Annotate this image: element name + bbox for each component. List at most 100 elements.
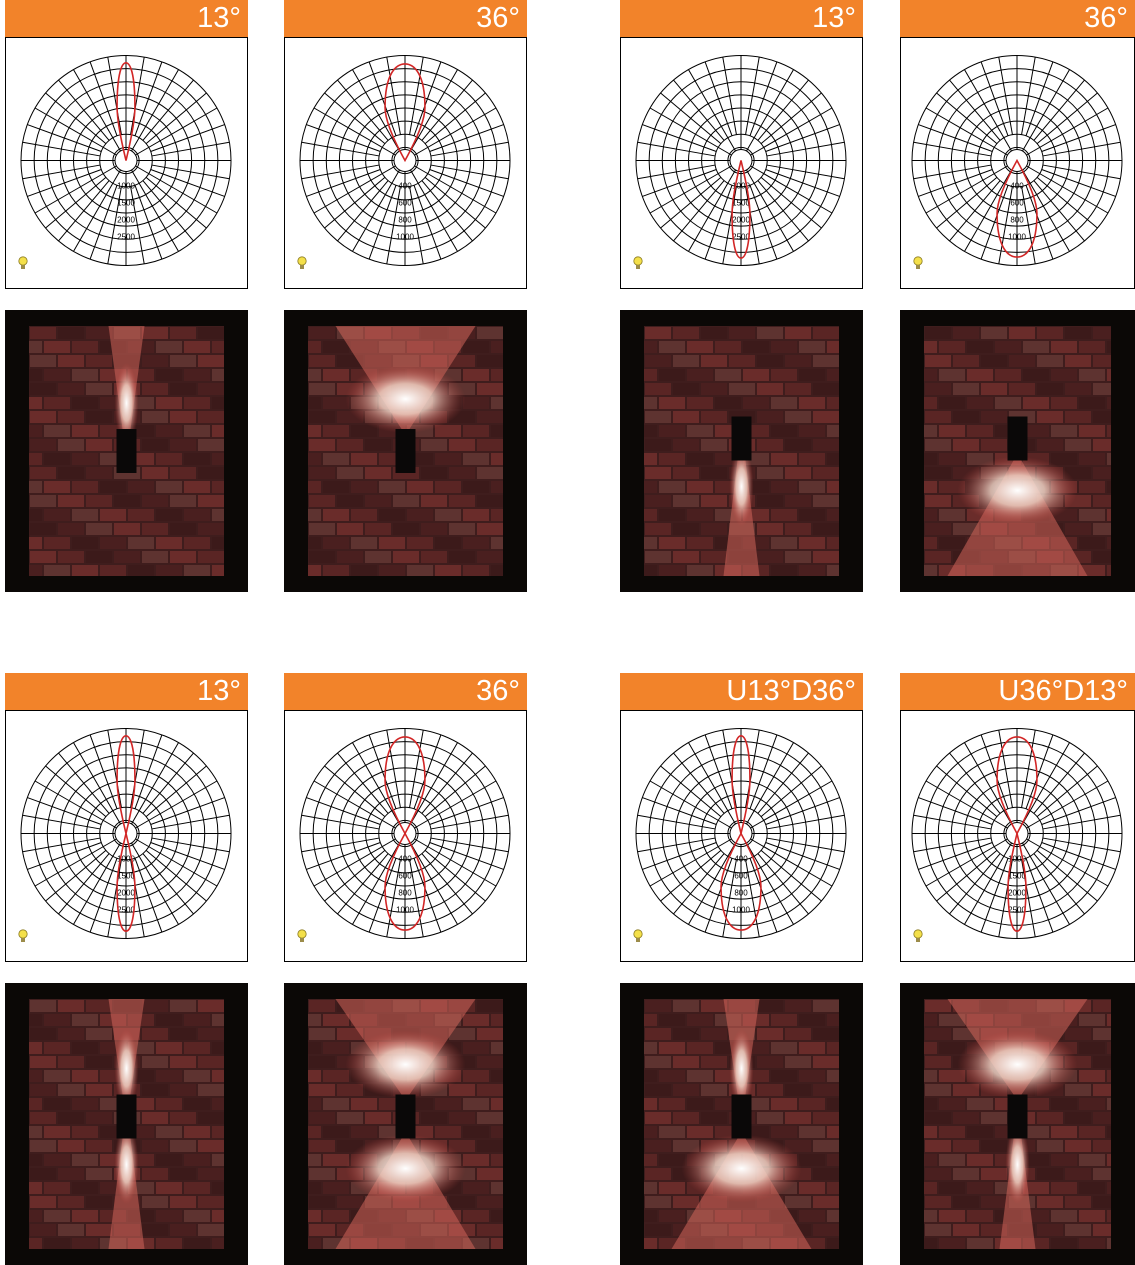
polar-tick-label: 1000 (1008, 233, 1026, 242)
polar-tick-label: 800 (398, 889, 412, 898)
upward-intensity-curve (116, 62, 136, 161)
light-bulb-icon (297, 929, 307, 942)
polar-diagram: 400 600 800 1000 (297, 55, 511, 269)
polar-tick-label: 400 (1010, 182, 1024, 191)
wall-luminaire (731, 1094, 752, 1139)
polar-tick-label: 800 (1010, 216, 1024, 225)
wall-luminaire (395, 429, 416, 473)
light-bulb-icon (18, 256, 28, 269)
polar-box: 1000 1500 2000 2500 (5, 710, 248, 962)
downward-intensity-curve (116, 833, 136, 932)
downward-intensity-curve (996, 158, 1038, 258)
polar-tick-label: 400 (398, 855, 412, 864)
wall-wash-photo (620, 983, 863, 1265)
downward-intensity-curve (1007, 833, 1027, 932)
polar-box: 400 600 800 1000 (284, 710, 527, 962)
wall-photo (308, 999, 503, 1249)
wall-wash-photo (5, 983, 248, 1265)
polar-tick-label: 2500 (1008, 906, 1026, 915)
upward-intensity-curve (731, 735, 751, 834)
polar-diagram: 400 600 800 1000 (297, 728, 511, 942)
polar-box: 400 600 800 1000 (900, 37, 1135, 289)
light-bulb-icon (913, 929, 923, 942)
polar-tick-label: 600 (398, 199, 412, 208)
polar-tick-label: 1500 (117, 872, 135, 881)
wall-photo (29, 326, 224, 576)
upward-intensity-curve (384, 63, 426, 163)
polar-diagram: 1000 1500 2000 2500 (18, 55, 232, 269)
wall-luminaire (1007, 1094, 1028, 1139)
polar-tick-label: 1500 (732, 199, 750, 208)
polar-tick-label: 2000 (732, 216, 750, 225)
light-bulb-icon (913, 256, 923, 269)
downward-intensity-curve (384, 831, 426, 931)
beam-panel: 36° 400 600 800 1000 (900, 0, 1135, 592)
polar-tick-label: 1500 (1008, 872, 1026, 881)
polar-tick-label: 2500 (117, 906, 135, 915)
polar-tick-label: 1000 (396, 906, 414, 915)
wall-luminaire (395, 1094, 416, 1139)
light-bulb-icon (633, 256, 643, 269)
polar-box: 400 600 800 1000 (620, 710, 863, 962)
light-bulb-icon (633, 929, 643, 942)
polar-diagram: 400 600 800 1000 (633, 728, 847, 942)
beam-panel: 36° 400 600 800 1000 (284, 0, 527, 592)
beam-angle-label: U36°D13° (900, 673, 1135, 710)
wall-wash-photo (900, 983, 1135, 1265)
wall-photo (924, 999, 1111, 1249)
beam-angle-label: 36° (900, 0, 1135, 37)
polar-diagram: 400 600 800 1000 (911, 55, 1123, 269)
polar-box: 1000 1500 2000 2500 (900, 710, 1135, 962)
polar-tick-label: 2000 (117, 216, 135, 225)
upward-intensity-curve (384, 736, 426, 836)
beam-panel: 13° 1000 1500 2000 2500 (5, 0, 248, 592)
polar-tick-label: 1000 (1008, 855, 1026, 864)
beam-panel: 36° 400 600 800 1000 (284, 673, 527, 1265)
polar-tick-label: 800 (398, 216, 412, 225)
wall-photo (308, 326, 503, 576)
polar-tick-label: 2000 (1008, 889, 1026, 898)
beam-angle-label: 13° (5, 673, 248, 710)
polar-tick-label: 1000 (396, 233, 414, 242)
beam-angle-label: 36° (284, 673, 527, 710)
downward-intensity-curve (720, 831, 762, 931)
polar-tick-label: 1000 (117, 855, 135, 864)
wall-luminaire (116, 1094, 137, 1139)
beam-angle-label: 36° (284, 0, 527, 37)
wall-luminaire (116, 429, 137, 473)
beam-angle-label: U13°D36° (620, 673, 863, 710)
wall-photo (924, 326, 1111, 576)
polar-tick-label: 400 (734, 855, 748, 864)
polar-tick-label: 1000 (732, 182, 750, 191)
beam-panel: 13° 1000 1500 2000 2500 (5, 673, 248, 1265)
beam-angle-label: 13° (5, 0, 248, 37)
wall-photo (644, 326, 839, 576)
polar-tick-label: 600 (398, 872, 412, 881)
wall-photo (29, 999, 224, 1249)
polar-diagram: 1000 1500 2000 2500 (911, 728, 1123, 942)
upward-intensity-curve (116, 735, 136, 834)
polar-diagram: 1000 1500 2000 2500 (18, 728, 232, 942)
polar-tick-label: 400 (398, 182, 412, 191)
light-bulb-icon (18, 929, 28, 942)
wall-photo (644, 999, 839, 1249)
polar-tick-label: 1000 (732, 906, 750, 915)
polar-tick-label: 2000 (117, 889, 135, 898)
beam-panel: 13° 1000 1500 2000 2500 (620, 0, 863, 592)
polar-tick-label: 2500 (117, 233, 135, 242)
beam-angle-label: 13° (620, 0, 863, 37)
polar-tick-label: 2500 (732, 233, 750, 242)
polar-box: 1000 1500 2000 2500 (620, 37, 863, 289)
polar-tick-label: 600 (1010, 199, 1024, 208)
wall-wash-photo (620, 310, 863, 592)
polar-diagram: 1000 1500 2000 2500 (633, 55, 847, 269)
polar-box: 400 600 800 1000 (284, 37, 527, 289)
polar-tick-label: 1500 (117, 199, 135, 208)
polar-box: 1000 1500 2000 2500 (5, 37, 248, 289)
polar-tick-label: 600 (734, 872, 748, 881)
wall-wash-photo (284, 983, 527, 1265)
wall-wash-photo (284, 310, 527, 592)
wall-luminaire (731, 416, 752, 461)
light-bulb-icon (297, 256, 307, 269)
beam-panel: U13°D36° 400 600 800 1000 (620, 673, 863, 1265)
